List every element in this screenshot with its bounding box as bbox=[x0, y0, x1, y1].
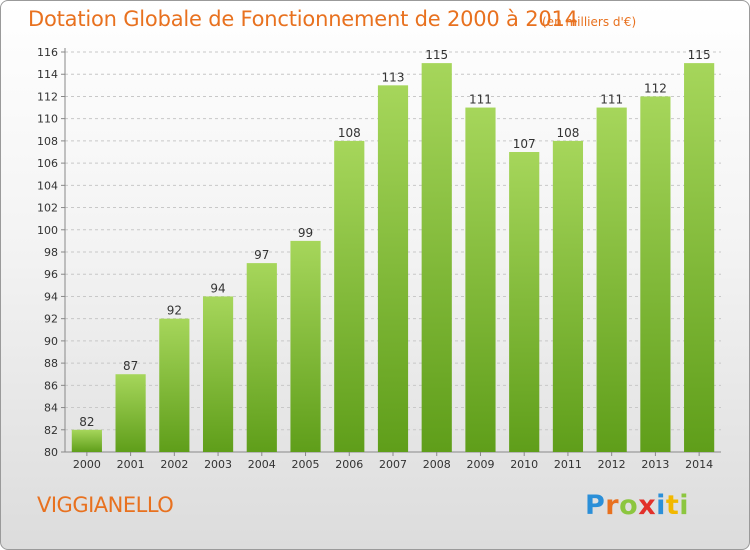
y-tick-label: 116 bbox=[37, 46, 58, 59]
y-tick-label: 108 bbox=[37, 135, 58, 148]
data-label: 111 bbox=[600, 93, 623, 107]
commune-name: VIGGIANELLO bbox=[37, 493, 174, 517]
data-label: 112 bbox=[644, 81, 667, 95]
y-tick-label: 86 bbox=[44, 379, 58, 392]
x-tick-label: 2007 bbox=[379, 458, 407, 471]
x-tick-label: 2012 bbox=[598, 458, 626, 471]
y-tick-label: 114 bbox=[37, 68, 58, 81]
y-tick-label: 94 bbox=[44, 290, 58, 303]
bar bbox=[290, 240, 321, 452]
data-label: 115 bbox=[688, 48, 711, 62]
y-tick-label: 110 bbox=[37, 113, 58, 126]
logo-letter: t bbox=[665, 490, 680, 521]
x-tick-labels: 2000 2001 2002 2003 2004 2005 2006 2007 2008 2009… bbox=[73, 458, 713, 471]
data-label: 92 bbox=[167, 304, 182, 318]
data-label: 107 bbox=[513, 137, 536, 151]
x-tick-label: 2006 bbox=[335, 458, 363, 471]
bar bbox=[71, 429, 102, 452]
x-tick-label: 2008 bbox=[423, 458, 451, 471]
x-tick-label: 2010 bbox=[510, 458, 538, 471]
logo-letter: o bbox=[619, 490, 639, 521]
logo-letter: x bbox=[638, 490, 657, 521]
logo-letter: i bbox=[656, 490, 666, 521]
chart-title: Dotation Globale de Fonctionnement de 20… bbox=[28, 7, 578, 31]
x-tick-label: 2005 bbox=[292, 458, 320, 471]
y-tick-labels: 80 82 84 86 88 90 92 94 96 98 100 102 104 106 108 110 11… bbox=[37, 46, 58, 459]
data-labels: 82 87 92 94 97 99 108 113 115 111 107 108 111 112 115 bbox=[79, 48, 710, 429]
bar bbox=[202, 296, 234, 452]
x-tick-label: 2013 bbox=[641, 458, 669, 471]
y-tick-label: 90 bbox=[44, 335, 58, 348]
bar bbox=[684, 63, 715, 452]
bar bbox=[596, 107, 627, 453]
data-label: 94 bbox=[210, 281, 225, 295]
bar bbox=[509, 152, 540, 452]
bar bbox=[377, 85, 409, 452]
x-tick-label: 2002 bbox=[160, 458, 188, 471]
data-label: 108 bbox=[556, 126, 579, 140]
proxiti-logo[interactable]: Proxiti bbox=[585, 490, 689, 521]
data-label: 97 bbox=[254, 248, 269, 262]
y-tick-label: 112 bbox=[37, 90, 58, 103]
y-tick-label: 92 bbox=[44, 313, 58, 326]
data-label: 108 bbox=[338, 126, 361, 140]
x-tick-label: 2001 bbox=[117, 458, 145, 471]
data-label: 82 bbox=[79, 415, 94, 429]
bar bbox=[465, 107, 496, 453]
y-tick-label: 102 bbox=[37, 202, 58, 215]
logo-letter: r bbox=[605, 490, 620, 521]
bar bbox=[552, 140, 584, 452]
y-tick-label: 84 bbox=[44, 402, 58, 415]
bar bbox=[159, 318, 190, 452]
logo-letter: P bbox=[585, 490, 606, 521]
data-label: 113 bbox=[382, 70, 405, 84]
bars bbox=[71, 63, 715, 453]
x-tick-label: 2003 bbox=[204, 458, 232, 471]
data-label: 115 bbox=[425, 48, 448, 62]
bar bbox=[246, 263, 277, 452]
x-tick-label: 2014 bbox=[685, 458, 713, 471]
y-tick-label: 106 bbox=[37, 157, 58, 170]
x-tick-label: 2000 bbox=[73, 458, 101, 471]
y-tick-label: 82 bbox=[44, 424, 58, 437]
x-tick-label: 2009 bbox=[466, 458, 494, 471]
chart-unit-note: (en milliers d'€) bbox=[542, 15, 637, 29]
x-tick-label: 2004 bbox=[248, 458, 276, 471]
bar bbox=[334, 140, 365, 452]
x-tick-label: 2011 bbox=[554, 458, 582, 471]
y-tick-label: 96 bbox=[44, 268, 58, 281]
bar bbox=[421, 63, 452, 452]
bar bbox=[115, 374, 146, 452]
logo-letter: i bbox=[679, 490, 690, 521]
y-tick-label: 88 bbox=[44, 357, 58, 370]
y-tick-label: 98 bbox=[44, 246, 58, 259]
data-label: 99 bbox=[298, 226, 313, 240]
y-tick-label: 80 bbox=[44, 446, 58, 459]
bar bbox=[640, 96, 671, 452]
data-label: 87 bbox=[123, 359, 138, 373]
data-label: 111 bbox=[469, 93, 492, 107]
y-tick-label: 104 bbox=[37, 179, 58, 192]
y-tick-label: 100 bbox=[37, 224, 58, 237]
